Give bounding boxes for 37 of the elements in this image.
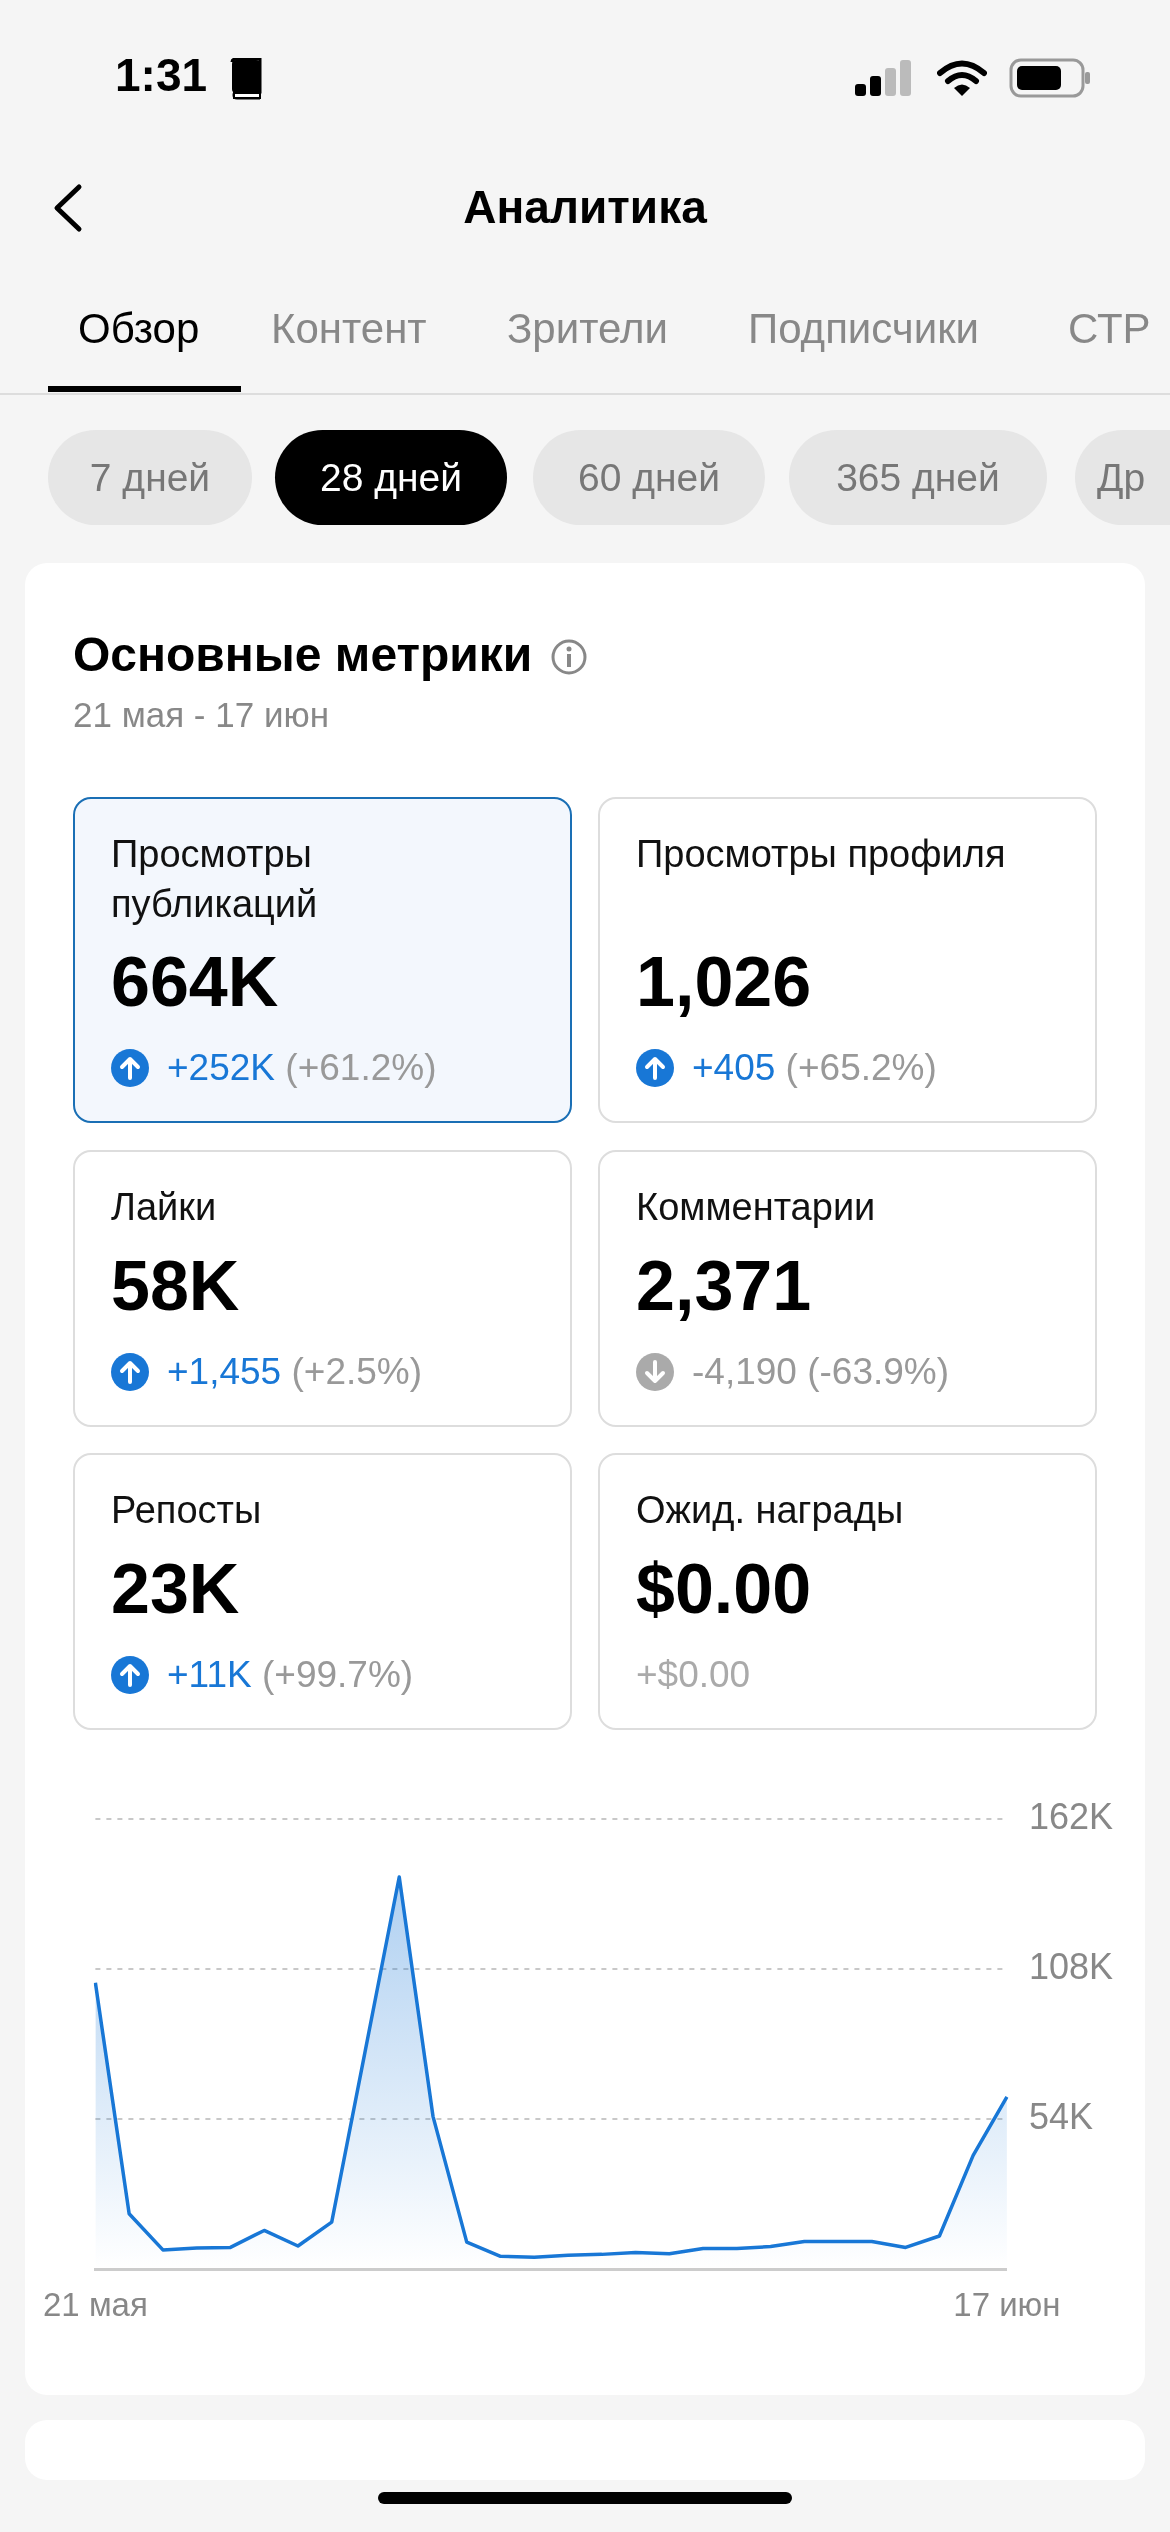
text: 58K: [111, 1246, 240, 1326]
text: +11K (+99.7%): [167, 1654, 414, 1696]
y-tick-label: 54K: [1028, 2096, 1093, 2138]
text: 365 дней: [789, 430, 1047, 525]
text: Др: [1075, 430, 1170, 525]
text: -4,190 (-63.9%): [692, 1351, 950, 1393]
text: +1,455 (+2.5%): [167, 1351, 423, 1393]
text: Просмотры профиля: [636, 832, 1007, 877]
text: Обзор: [78, 305, 200, 353]
text: 21 мая - 17 июн: [73, 695, 330, 735]
text: 1,026: [636, 942, 812, 1022]
text: +252K (+61.2%): [167, 1047, 437, 1089]
text: $0.00: [636, 1549, 812, 1629]
text: 60 дней: [533, 430, 765, 525]
text: Основные метрики: [73, 627, 533, 682]
text: +$0.00: [636, 1654, 751, 1696]
text: Зрители: [507, 305, 668, 353]
text: Комментарии: [636, 1185, 877, 1230]
x-tick-label: 17 июн: [953, 2286, 1061, 2324]
text: 2,371: [636, 1246, 812, 1326]
text: 28 дней: [275, 430, 507, 525]
text: Подписчики: [748, 305, 980, 353]
text: +405 (+65.2%): [692, 1047, 937, 1089]
text: Аналитика: [462, 180, 708, 234]
text: Лайки: [111, 1185, 218, 1230]
text: 23K: [111, 1549, 240, 1629]
y-tick-label: 108K: [1028, 1945, 1113, 1987]
text: Ожид. награды: [636, 1488, 905, 1533]
text: Репосты: [111, 1488, 263, 1533]
text: 1:31: [115, 48, 208, 102]
text: Просмотры публикаций: [111, 832, 319, 927]
text: 664K: [111, 942, 279, 1022]
x-tick-label: 21 мая: [42, 2286, 148, 2324]
y-tick-label: 162K: [1028, 1795, 1113, 1837]
text: Контент: [271, 305, 427, 353]
text: 7 дней: [48, 430, 252, 525]
text: СТР: [1068, 305, 1151, 353]
